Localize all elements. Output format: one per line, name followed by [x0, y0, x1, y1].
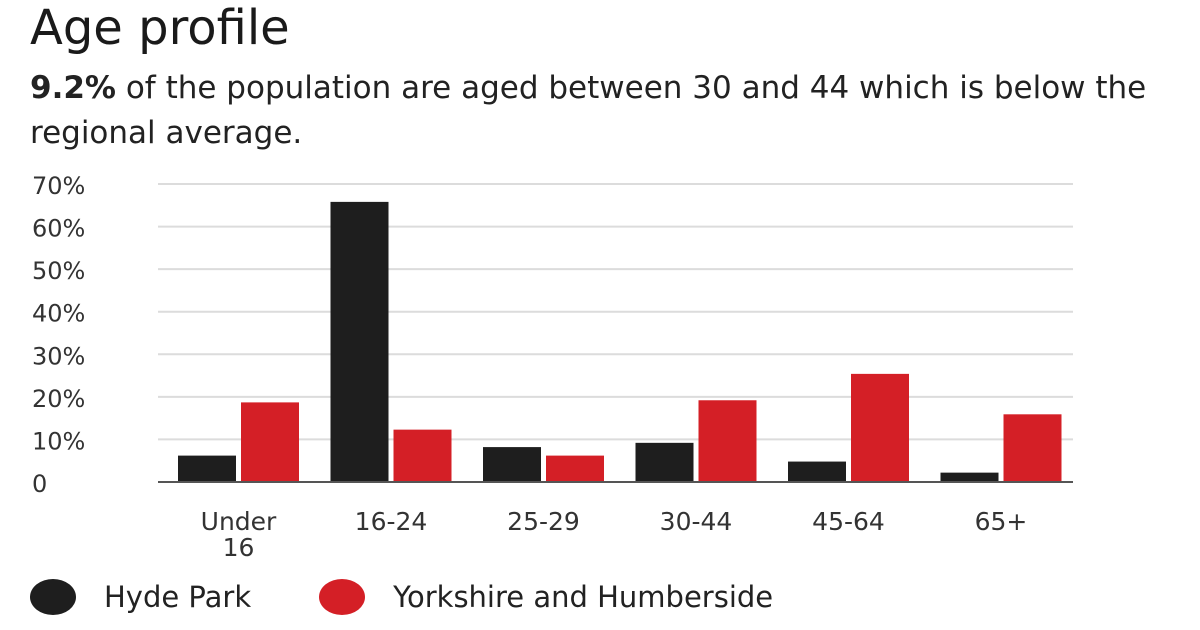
legend-item-hyde-park: Hyde Park [30, 577, 251, 617]
y-tick-label: 60% [32, 215, 85, 243]
bar-yorkshire [851, 373, 909, 482]
bar-hyde-park [178, 455, 236, 482]
y-tick-label: 0 [32, 470, 47, 498]
legend-swatch-yorkshire [319, 579, 366, 615]
x-tick-label: 45-64 [812, 507, 885, 536]
chart-subtitle: 9.2% of the population are aged between … [30, 66, 1150, 156]
chart-legend: Hyde Park Yorkshire and Humberside [30, 572, 841, 622]
y-tick-label: 50% [32, 257, 85, 285]
bar-hyde-park [330, 201, 389, 482]
chart-title: Age profile [30, 0, 290, 56]
bar-yorkshire [1003, 414, 1062, 482]
bar-hyde-park [635, 442, 694, 482]
bar-yorkshire [698, 400, 757, 482]
x-tick-label: 25-29 [507, 507, 580, 536]
subtitle-highlight: 9.2% [30, 70, 116, 106]
x-tick-label: 16 [223, 533, 255, 562]
x-tick-label: 16-24 [355, 507, 428, 536]
bar-hyde-park [483, 447, 541, 482]
legend-label-yorkshire: Yorkshire and Humberside [393, 580, 774, 614]
y-tick-label: 10% [32, 427, 85, 455]
x-tick-label: 30-44 [660, 507, 733, 536]
legend-swatch-hyde-park [30, 579, 76, 615]
x-tick-label: Under [201, 507, 277, 536]
y-tick-label: 40% [32, 300, 85, 328]
subtitle-text: of the population are aged between 30 an… [30, 70, 1147, 151]
bar-yorkshire [241, 402, 299, 482]
x-tick-label: 65+ [975, 507, 1028, 536]
bar-hyde-park [940, 472, 999, 482]
legend-label-hyde-park: Hyde Park [104, 580, 252, 614]
y-tick-label: 20% [32, 385, 85, 413]
legend-item-yorkshire: Yorkshire and Humberside [319, 577, 773, 617]
bar-hyde-park [788, 461, 846, 482]
y-tick-label: 70% [32, 172, 85, 200]
bar-yorkshire [393, 429, 452, 482]
y-tick-label: 30% [32, 342, 85, 370]
bar-yorkshire [546, 455, 604, 482]
